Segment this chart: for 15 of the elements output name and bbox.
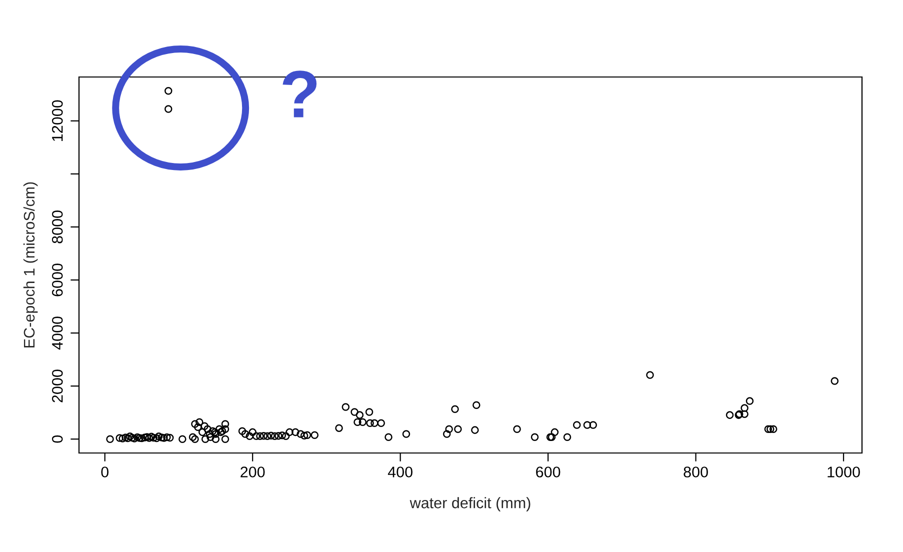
x-axis-title: water deficit (mm): [410, 497, 530, 512]
x-tick-label: 800: [684, 466, 708, 478]
y-tick-label: 8000: [52, 210, 63, 244]
y-tick-label: 12000: [52, 100, 63, 141]
y-tick-label: 4000: [52, 316, 63, 350]
x-tick-label: 1000: [828, 466, 860, 478]
x-tick-label: 0: [101, 466, 109, 478]
y-tick-label: 0: [52, 435, 63, 443]
x-tick-label: 200: [240, 466, 265, 478]
x-tick-label: 400: [388, 466, 412, 478]
x-tick-label: 600: [536, 466, 560, 478]
annotation: ?: [282, 70, 317, 118]
y-axis-title: EC-epoch 1 (microS/cm): [23, 182, 38, 348]
y-tick-label: 2000: [52, 370, 63, 402]
y-tick-label: 6000: [52, 264, 63, 296]
